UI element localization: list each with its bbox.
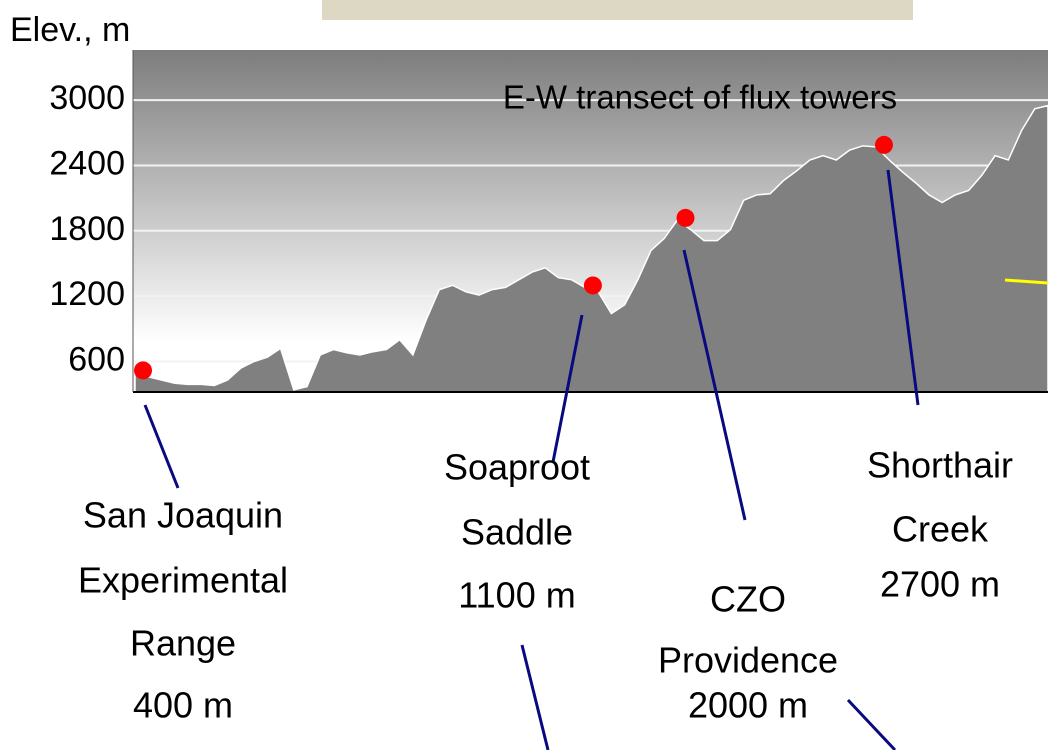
leader-line: [846, 698, 897, 750]
tower-marker: [874, 135, 893, 154]
annotation-text: 2700 m: [880, 564, 1000, 605]
annotation-text: Shorthair: [867, 445, 1013, 486]
annotation-text: Creek: [892, 509, 989, 550]
chart-title: E-W transect of flux towers: [503, 79, 897, 116]
header-box: [322, 0, 913, 20]
y-tick-label: 600: [68, 340, 125, 378]
annotation-text: CZO: [710, 579, 786, 620]
y-tick-label: 2400: [49, 144, 125, 182]
y-tick-label: 3000: [49, 79, 125, 117]
leader-lines: [143, 169, 920, 750]
annotation-text: Providence: [658, 640, 838, 681]
y-tick-label: 1800: [49, 210, 125, 248]
annotation-text: Range: [130, 623, 236, 664]
leader-line: [143, 404, 180, 489]
leader-line: [682, 249, 747, 521]
y-tick-label: 1200: [49, 275, 125, 313]
annotation-text: Experimental: [78, 560, 288, 601]
tower-marker: [134, 361, 152, 380]
annotation-text: San Joaquin: [83, 495, 283, 536]
y-axis-label: Elev., m: [10, 11, 130, 49]
annotation-text: Soaproot: [444, 447, 590, 488]
annotation-text: Saddle: [461, 512, 573, 553]
annotation-text: 1100 m: [458, 575, 575, 616]
tower-marker: [583, 276, 602, 295]
leader-line: [886, 169, 920, 406]
tower-marker: [676, 208, 695, 227]
annotation-text: 400 m: [133, 685, 233, 726]
leader-line: [551, 314, 584, 463]
leader-line: [520, 644, 550, 750]
yellow-line: [1004, 278, 1048, 285]
annotation-text: 2000 m: [688, 685, 808, 726]
